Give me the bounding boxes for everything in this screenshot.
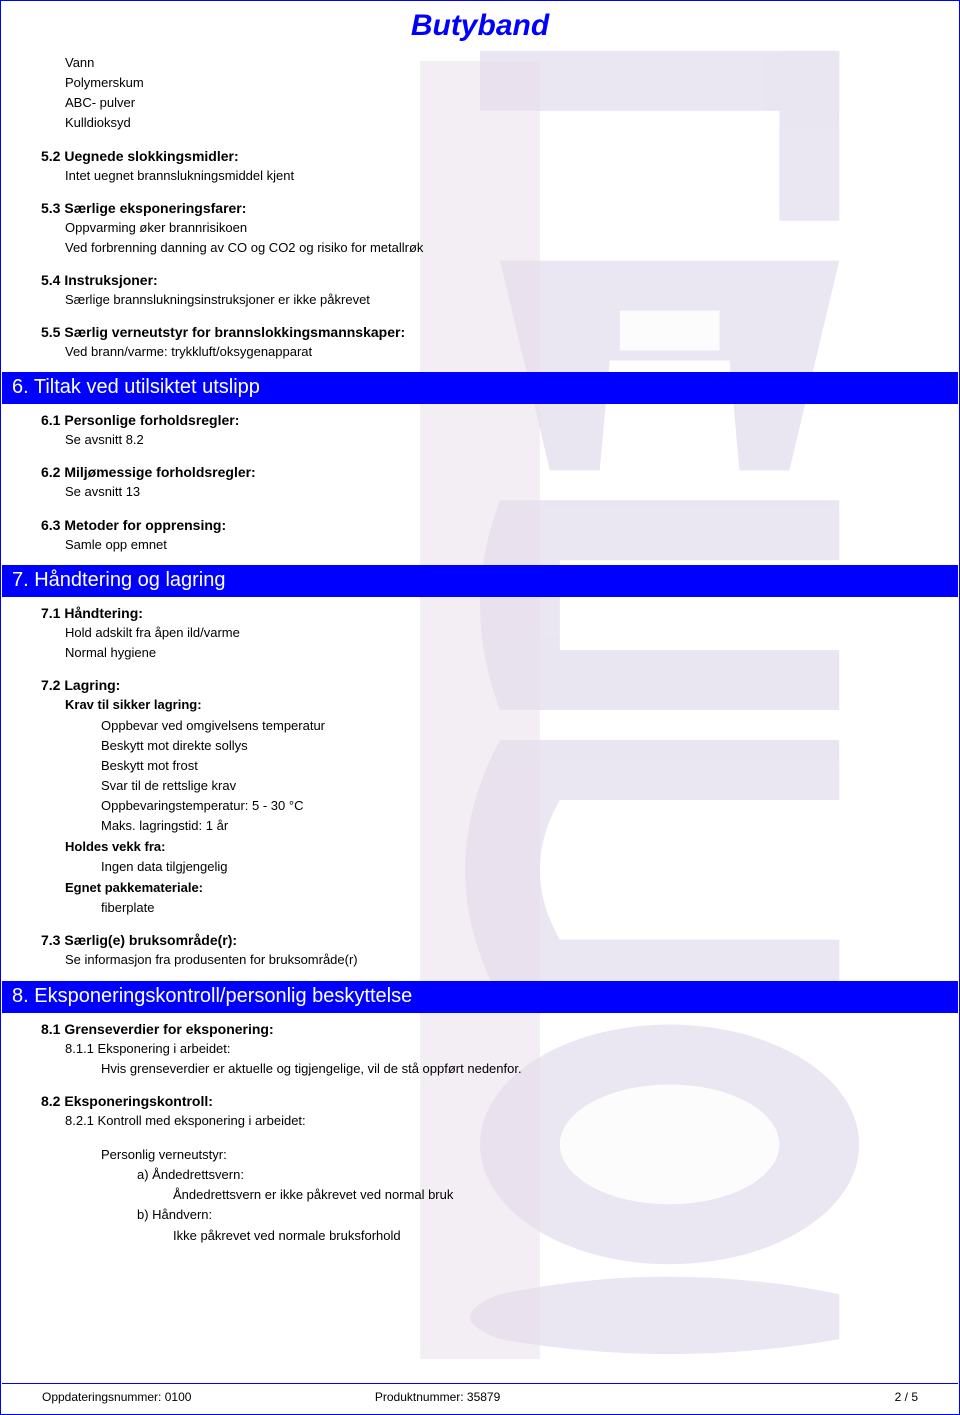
body-text: fiberplate — [41, 898, 919, 918]
body-text: Polymerskum — [41, 73, 919, 93]
page-footer: Oppdateringsnummer: 0100 Produktnummer: … — [2, 1383, 958, 1404]
content: Butyband Vann Polymerskum ABC- pulver Ku… — [1, 1, 959, 1246]
footer-update-number: Oppdateringsnummer: 0100 — [42, 1390, 375, 1404]
body-text: Hvis grenseverdier er aktuelle og tigjen… — [41, 1059, 919, 1079]
section-bar-8: 8. Eksponeringskontroll/personlig beskyt… — [2, 981, 958, 1013]
body-text: Hold adskilt fra åpen ild/varme — [41, 623, 919, 643]
section-6: 6.1 Personlige forholdsregler: Se avsnit… — [1, 412, 959, 554]
subheading-8-1-1: 8.1.1 Eksponering i arbeidet: — [41, 1039, 919, 1059]
heading-5-4: 5.4 Instruksjoner: — [41, 272, 919, 288]
heading-6-1: 6.1 Personlige forholdsregler: — [41, 412, 919, 428]
block-heading-ppe: Personlig verneutstyr: — [41, 1145, 919, 1165]
body-text: Se informasjon fra produsenten for bruks… — [41, 950, 919, 970]
section-8: 8.1 Grenseverdier for eksponering: 8.1.1… — [1, 1021, 959, 1246]
subheading-8-2-1: 8.2.1 Kontroll med eksponering i arbeide… — [41, 1111, 919, 1131]
body-text: Oppbevar ved omgivelsens temperatur — [41, 716, 919, 736]
body-text: ABC- pulver — [41, 93, 919, 113]
body-text: Maks. lagringstid: 1 år — [41, 816, 919, 836]
body-text: Ingen data tilgjengelig — [41, 857, 919, 877]
body-text: Ved brann/varme: trykkluft/oksygenappara… — [41, 342, 919, 362]
section-7: 7.1 Håndtering: Hold adskilt fra åpen il… — [1, 605, 959, 971]
section-bar-6: 6. Tiltak ved utilsiktet utslipp — [2, 372, 958, 404]
heading-8-2: 8.2 Eksponeringskontroll: — [41, 1093, 919, 1109]
heading-7-3: 7.3 Særlig(e) bruksområde(r): — [41, 932, 919, 948]
body-text: Vann — [41, 53, 919, 73]
ppe-a-text: Åndedrettsvern er ikke påkrevet ved norm… — [41, 1185, 919, 1205]
heading-5-2: 5.2 Uegnede slokkingsmidler: — [41, 148, 919, 164]
body-text: Oppbevaringstemperatur: 5 - 30 °C — [41, 796, 919, 816]
footer-product-number: Produktnummer: 35879 — [375, 1390, 708, 1404]
body-text: Beskytt mot direkte sollys — [41, 736, 919, 756]
body-text: Samle opp emnet — [41, 535, 919, 555]
ppe-b-text: Ikke påkrevet ved normale bruksforhold — [41, 1226, 919, 1246]
ppe-a-label: a) Åndedrettsvern: — [41, 1165, 919, 1185]
body-text: Særlige brannslukningsinstruksjoner er i… — [41, 290, 919, 310]
body-text: Oppvarming øker brannrisikoen — [41, 218, 919, 238]
document-title: Butyband — [1, 1, 959, 53]
heading-5-5: 5.5 Særlig verneutstyr for brannslokking… — [41, 324, 919, 340]
footer-page-number: 2 / 5 — [708, 1390, 918, 1404]
heading-8-1: 8.1 Grenseverdier for eksponering: — [41, 1021, 919, 1037]
body-text: Ved forbrenning danning av CO og CO2 og … — [41, 238, 919, 258]
section-bar-7: 7. Håndtering og lagring — [2, 565, 958, 597]
subheading-storage-req: Krav til sikker lagring: — [41, 695, 919, 716]
heading-5-3: 5.3 Særlige eksponeringsfarer: — [41, 200, 919, 216]
body-text: Se avsnitt 13 — [41, 482, 919, 502]
heading-7-2: 7.2 Lagring: — [41, 677, 919, 693]
body-text: Se avsnitt 8.2 — [41, 430, 919, 450]
body-text: Intet uegnet brannslukningsmiddel kjent — [41, 166, 919, 186]
body-text: Normal hygiene — [41, 643, 919, 663]
page: Butyband Vann Polymerskum ABC- pulver Ku… — [0, 0, 960, 1415]
section-5-continued: Vann Polymerskum ABC- pulver Kulldioksyd… — [1, 53, 959, 362]
body-text: Svar til de rettslige krav — [41, 776, 919, 796]
ppe-b-label: b) Håndvern: — [41, 1205, 919, 1225]
body-text: Kulldioksyd — [41, 113, 919, 133]
body-text: Beskytt mot frost — [41, 756, 919, 776]
heading-6-2: 6.2 Miljømessige forholdsregler: — [41, 464, 919, 480]
heading-6-3: 6.3 Metoder for opprensing: — [41, 517, 919, 533]
subheading-packaging: Egnet pakkemateriale: — [41, 878, 919, 899]
heading-7-1: 7.1 Håndtering: — [41, 605, 919, 621]
subheading-keep-away: Holdes vekk fra: — [41, 837, 919, 858]
